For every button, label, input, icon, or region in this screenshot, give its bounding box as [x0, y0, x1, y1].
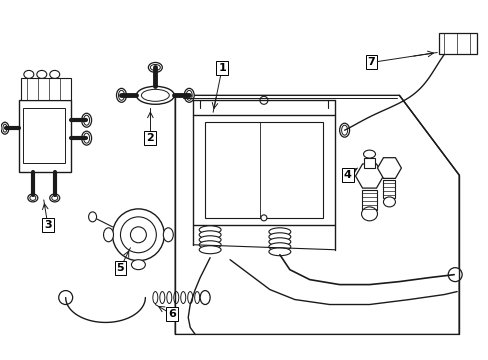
Ellipse shape	[341, 125, 347, 135]
Text: 1: 1	[218, 63, 225, 73]
Ellipse shape	[141, 89, 169, 101]
Ellipse shape	[173, 292, 179, 303]
Ellipse shape	[37, 71, 47, 78]
Ellipse shape	[268, 248, 290, 256]
Ellipse shape	[148, 62, 162, 72]
Ellipse shape	[194, 292, 199, 303]
Bar	[23, 108, 64, 163]
Ellipse shape	[199, 241, 221, 249]
Ellipse shape	[361, 207, 377, 221]
Ellipse shape	[186, 90, 192, 100]
Circle shape	[260, 96, 267, 104]
Ellipse shape	[166, 292, 171, 303]
Ellipse shape	[339, 123, 349, 137]
Bar	[205, 122, 322, 218]
Ellipse shape	[199, 246, 221, 254]
Text: 3: 3	[44, 220, 51, 230]
Ellipse shape	[160, 292, 164, 303]
Text: 5: 5	[117, 263, 124, 273]
Ellipse shape	[163, 228, 173, 242]
Circle shape	[59, 291, 73, 305]
Ellipse shape	[88, 212, 96, 222]
Circle shape	[120, 217, 156, 253]
Text: 6: 6	[168, 310, 176, 319]
Text: 4: 4	[343, 170, 351, 180]
Ellipse shape	[103, 228, 113, 242]
Circle shape	[130, 227, 146, 243]
Ellipse shape	[3, 124, 7, 132]
Polygon shape	[175, 95, 458, 334]
Ellipse shape	[181, 292, 185, 303]
Bar	[383, 180, 395, 198]
Circle shape	[447, 268, 461, 282]
Ellipse shape	[131, 260, 145, 270]
Ellipse shape	[199, 236, 221, 244]
Text: 2: 2	[146, 133, 154, 143]
Ellipse shape	[83, 115, 89, 125]
Ellipse shape	[268, 238, 290, 246]
Ellipse shape	[199, 231, 221, 239]
Ellipse shape	[1, 122, 9, 134]
Ellipse shape	[136, 86, 174, 104]
Ellipse shape	[116, 88, 126, 102]
Bar	[361, 190, 377, 210]
Circle shape	[112, 209, 164, 261]
Ellipse shape	[184, 88, 194, 102]
Ellipse shape	[268, 228, 290, 236]
Ellipse shape	[24, 71, 34, 78]
Ellipse shape	[83, 133, 89, 143]
Ellipse shape	[268, 243, 290, 251]
Bar	[438, 32, 476, 54]
Ellipse shape	[81, 131, 91, 145]
Circle shape	[261, 215, 266, 221]
Bar	[363, 158, 375, 168]
Ellipse shape	[30, 195, 36, 201]
Ellipse shape	[118, 90, 124, 100]
Ellipse shape	[52, 195, 58, 201]
Ellipse shape	[199, 226, 221, 234]
Ellipse shape	[383, 197, 395, 207]
Bar	[193, 115, 334, 225]
Ellipse shape	[200, 291, 210, 305]
Ellipse shape	[28, 194, 38, 202]
Ellipse shape	[50, 194, 60, 202]
Ellipse shape	[150, 64, 160, 71]
Text: 7: 7	[367, 58, 375, 67]
Ellipse shape	[50, 71, 60, 78]
Ellipse shape	[363, 150, 375, 158]
Bar	[19, 100, 71, 172]
Ellipse shape	[187, 292, 192, 303]
Ellipse shape	[268, 233, 290, 241]
Bar	[21, 78, 71, 100]
Ellipse shape	[153, 292, 158, 303]
Ellipse shape	[81, 113, 91, 127]
